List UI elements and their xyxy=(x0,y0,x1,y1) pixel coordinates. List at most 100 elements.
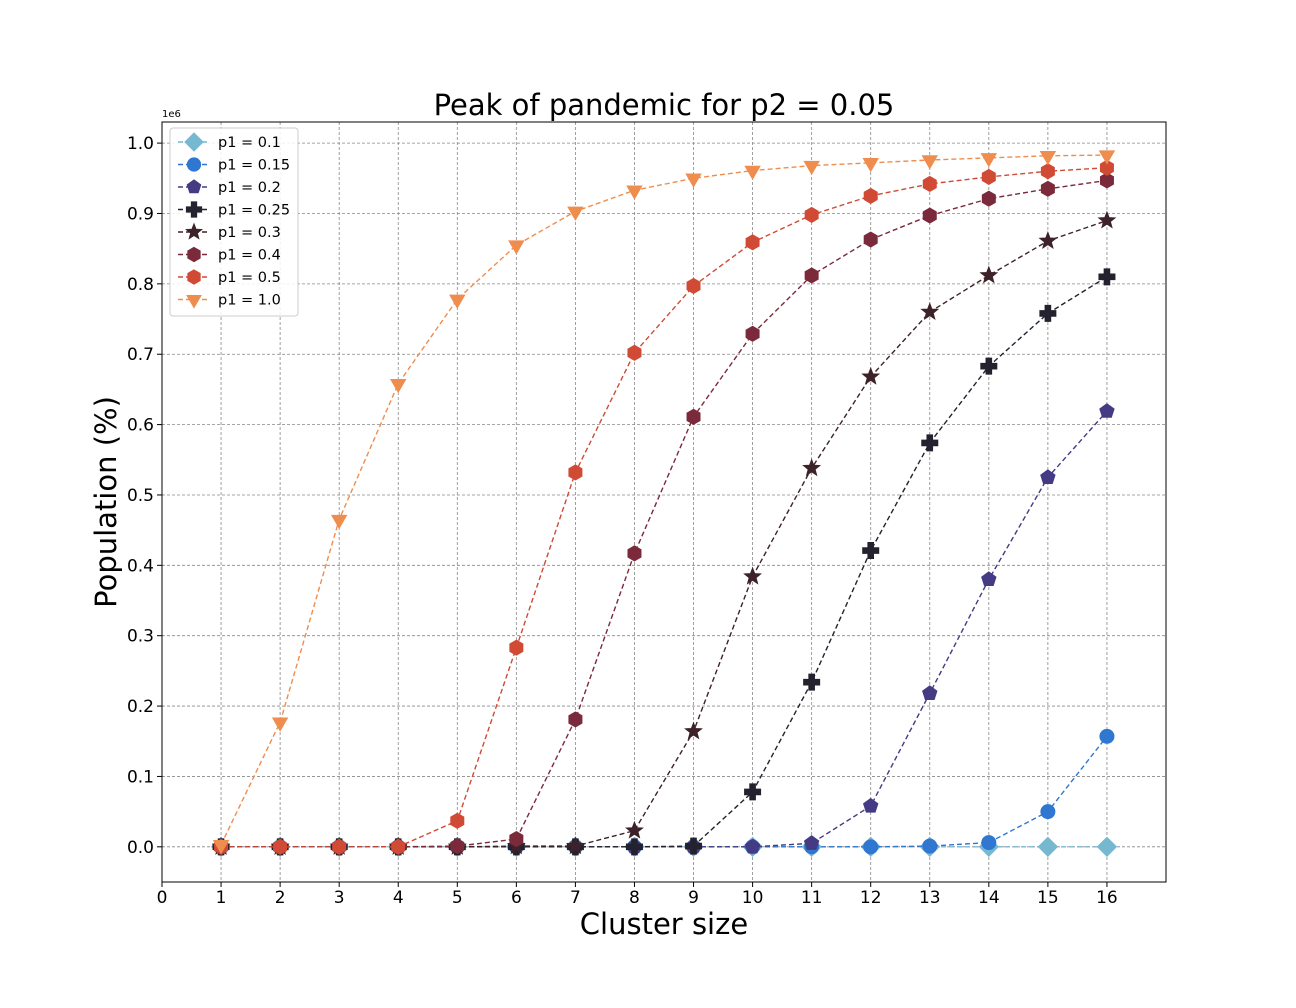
data-point xyxy=(979,265,999,284)
data-point xyxy=(627,545,642,562)
data-point xyxy=(685,173,702,188)
data-point xyxy=(450,812,465,829)
legend-marker xyxy=(187,269,201,285)
data-point xyxy=(685,837,703,855)
legend-marker xyxy=(186,157,202,172)
data-point xyxy=(330,514,348,530)
plot-area xyxy=(162,122,1166,882)
data-point xyxy=(508,240,525,255)
y-offset-label: 1e6 xyxy=(162,109,181,120)
data-point xyxy=(743,566,763,585)
data-point xyxy=(684,721,703,740)
data-point xyxy=(1039,304,1057,322)
legend-item: p1 = 0.1 xyxy=(178,132,281,152)
x-tick-label: 5 xyxy=(452,888,463,908)
legend-item: p1 = 0.25 xyxy=(178,201,290,219)
legend-label: p1 = 0.25 xyxy=(218,203,290,219)
data-point xyxy=(1097,210,1117,229)
plot-frame xyxy=(161,121,1167,883)
y-tick-label: 0.2 xyxy=(127,697,154,717)
x-tick-label: 16 xyxy=(1096,888,1118,908)
x-tick-label: 0 xyxy=(157,888,168,908)
legend-label: p1 = 0.15 xyxy=(218,158,290,174)
data-point xyxy=(273,838,288,855)
y-axis-label: Population (%) xyxy=(89,396,123,608)
data-point xyxy=(686,408,701,425)
data-point xyxy=(568,711,583,728)
legend-label: p1 = 0.3 xyxy=(218,225,281,241)
y-tick-label: 0.1 xyxy=(127,767,154,787)
grid xyxy=(161,122,1166,882)
data-point xyxy=(981,835,997,851)
data-point xyxy=(509,639,524,656)
legend-item: p1 = 1.0 xyxy=(178,293,281,309)
y-tick-label: 0.7 xyxy=(127,345,154,365)
x-tick-label: 7 xyxy=(570,888,581,908)
data-point xyxy=(862,158,879,173)
y-tick-label: 1.0 xyxy=(127,134,154,154)
data-point xyxy=(744,783,762,801)
data-point xyxy=(1040,180,1055,197)
data-point xyxy=(1098,150,1116,165)
data-point xyxy=(332,838,347,855)
data-point xyxy=(921,434,939,452)
data-point xyxy=(450,838,465,855)
data-point xyxy=(863,231,878,248)
data-point xyxy=(922,175,937,193)
legend-item: p1 = 0.3 xyxy=(178,222,281,241)
data-point xyxy=(862,797,879,813)
data-point xyxy=(803,160,820,176)
data-point xyxy=(980,357,998,375)
data-point xyxy=(861,366,881,385)
y-tick-label: 0.9 xyxy=(127,204,154,224)
x-tick-label: 8 xyxy=(629,888,640,908)
legend-label: p1 = 1.0 xyxy=(218,293,281,309)
x-tick-label: 1 xyxy=(216,888,227,908)
data-point xyxy=(1040,804,1056,820)
legend-item: p1 = 0.4 xyxy=(178,246,281,264)
data-point xyxy=(1099,403,1115,418)
x-tick-label: 3 xyxy=(334,888,345,908)
data-point xyxy=(565,836,585,855)
data-point xyxy=(981,571,997,586)
data-point xyxy=(745,234,760,251)
legend-item: p1 = 0.15 xyxy=(178,157,290,174)
legend-marker xyxy=(185,201,203,218)
data-point xyxy=(803,673,821,691)
legend-marker xyxy=(187,246,201,263)
data-point xyxy=(922,685,938,700)
data-point xyxy=(391,838,406,855)
legend-marker xyxy=(184,132,204,152)
data-point xyxy=(980,153,998,168)
legend-marker xyxy=(186,294,202,309)
data-point xyxy=(981,168,996,185)
data-point xyxy=(1038,231,1058,249)
data-point xyxy=(567,206,584,221)
x-tick-label: 4 xyxy=(393,888,404,908)
data-point xyxy=(1039,151,1057,166)
data-point xyxy=(1037,836,1059,858)
data-point xyxy=(627,344,642,361)
data-point xyxy=(745,325,760,342)
data-point xyxy=(625,838,643,856)
data-point xyxy=(568,464,583,481)
y-tick-label: 0.8 xyxy=(127,275,154,295)
x-tick-label: 6 xyxy=(511,888,522,908)
series-line xyxy=(221,167,1107,848)
x-axis-label: Cluster size xyxy=(580,907,748,941)
data-point xyxy=(271,717,289,732)
data-point xyxy=(1040,469,1056,484)
legend-marker xyxy=(186,179,202,194)
x-tick-label: 15 xyxy=(1037,888,1059,908)
series-layer xyxy=(210,150,1118,858)
data-point xyxy=(922,207,937,224)
data-point xyxy=(1096,836,1118,858)
y-axis-ticks: 0.0 0.1 0.2 0.3 0.4 0.5 0.6 0.7 0.8 0.9 1.0 xyxy=(127,134,162,858)
series-7 xyxy=(212,150,1116,855)
data-point xyxy=(863,187,878,204)
data-point xyxy=(212,839,230,855)
x-tick-label: 12 xyxy=(860,888,882,908)
data-point xyxy=(744,838,761,854)
y-tick-label: 0.4 xyxy=(127,556,154,576)
